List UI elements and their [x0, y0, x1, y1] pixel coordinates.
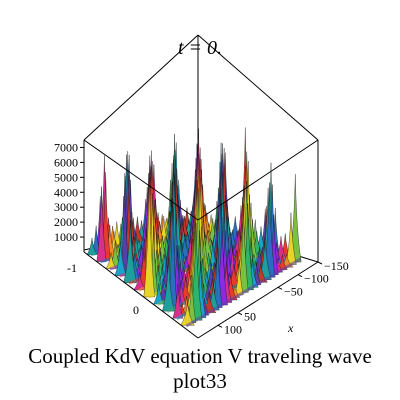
surface-spike: [172, 283, 184, 319]
caption-line-1: Coupled KdV equation V traveling wave: [28, 344, 372, 368]
surface-spike: [143, 177, 155, 298]
surface-spike: [123, 219, 137, 284]
y-tick-label: 0: [133, 303, 139, 317]
y-axis-ticks: -1 0: [67, 261, 139, 317]
x-tick-mark: [237, 312, 243, 316]
z-tick-label: 6000: [54, 155, 78, 169]
x-tick-mark: [317, 261, 323, 265]
chart-title: t = 0.: [178, 37, 222, 59]
surface-spike: [234, 259, 244, 296]
surface-spike: [187, 275, 197, 323]
z-tick-label: 5000: [54, 170, 78, 184]
z-tick-label: 4000: [54, 185, 78, 199]
z-tick-label: 3000: [54, 200, 78, 214]
box-edge-top-front-left: [83, 139, 199, 221]
box-edge-back-top-right: [197, 34, 319, 141]
x-tick-label: −50: [284, 284, 303, 298]
x-tick-label: 50: [244, 310, 256, 324]
surface-spike: [96, 186, 107, 262]
y-tick-label: -1: [67, 261, 77, 275]
box-edge-back-top-left: [83, 34, 199, 141]
x-tick-mark: [277, 286, 283, 290]
x-tick-label: −150: [324, 259, 349, 273]
surface-spike: [162, 257, 175, 312]
surface-spike: [238, 203, 249, 293]
y-axis-line: [83, 251, 199, 339]
x-tick-mark: [297, 274, 303, 278]
x-tick-label: 100: [224, 322, 242, 336]
surface-spikes: [86, 127, 302, 328]
z-tick-label: 1000: [54, 230, 78, 244]
surface-spike: [285, 212, 297, 265]
caption-line-2: plot33: [173, 369, 227, 393]
surface-spike: [120, 173, 130, 275]
x-axis-label: x: [287, 321, 294, 335]
x-tick-mark: [217, 324, 223, 328]
z-tick-label: 2000: [54, 215, 78, 229]
surface-spike: [212, 240, 223, 308]
box-edge-top-front-right: [197, 139, 319, 221]
z-tick-label: 7000: [54, 140, 78, 154]
surface-ridge: [185, 257, 302, 328]
surface-spike: [114, 240, 127, 276]
x-tick-label: −100: [304, 272, 329, 286]
surface-spike: [167, 198, 178, 310]
